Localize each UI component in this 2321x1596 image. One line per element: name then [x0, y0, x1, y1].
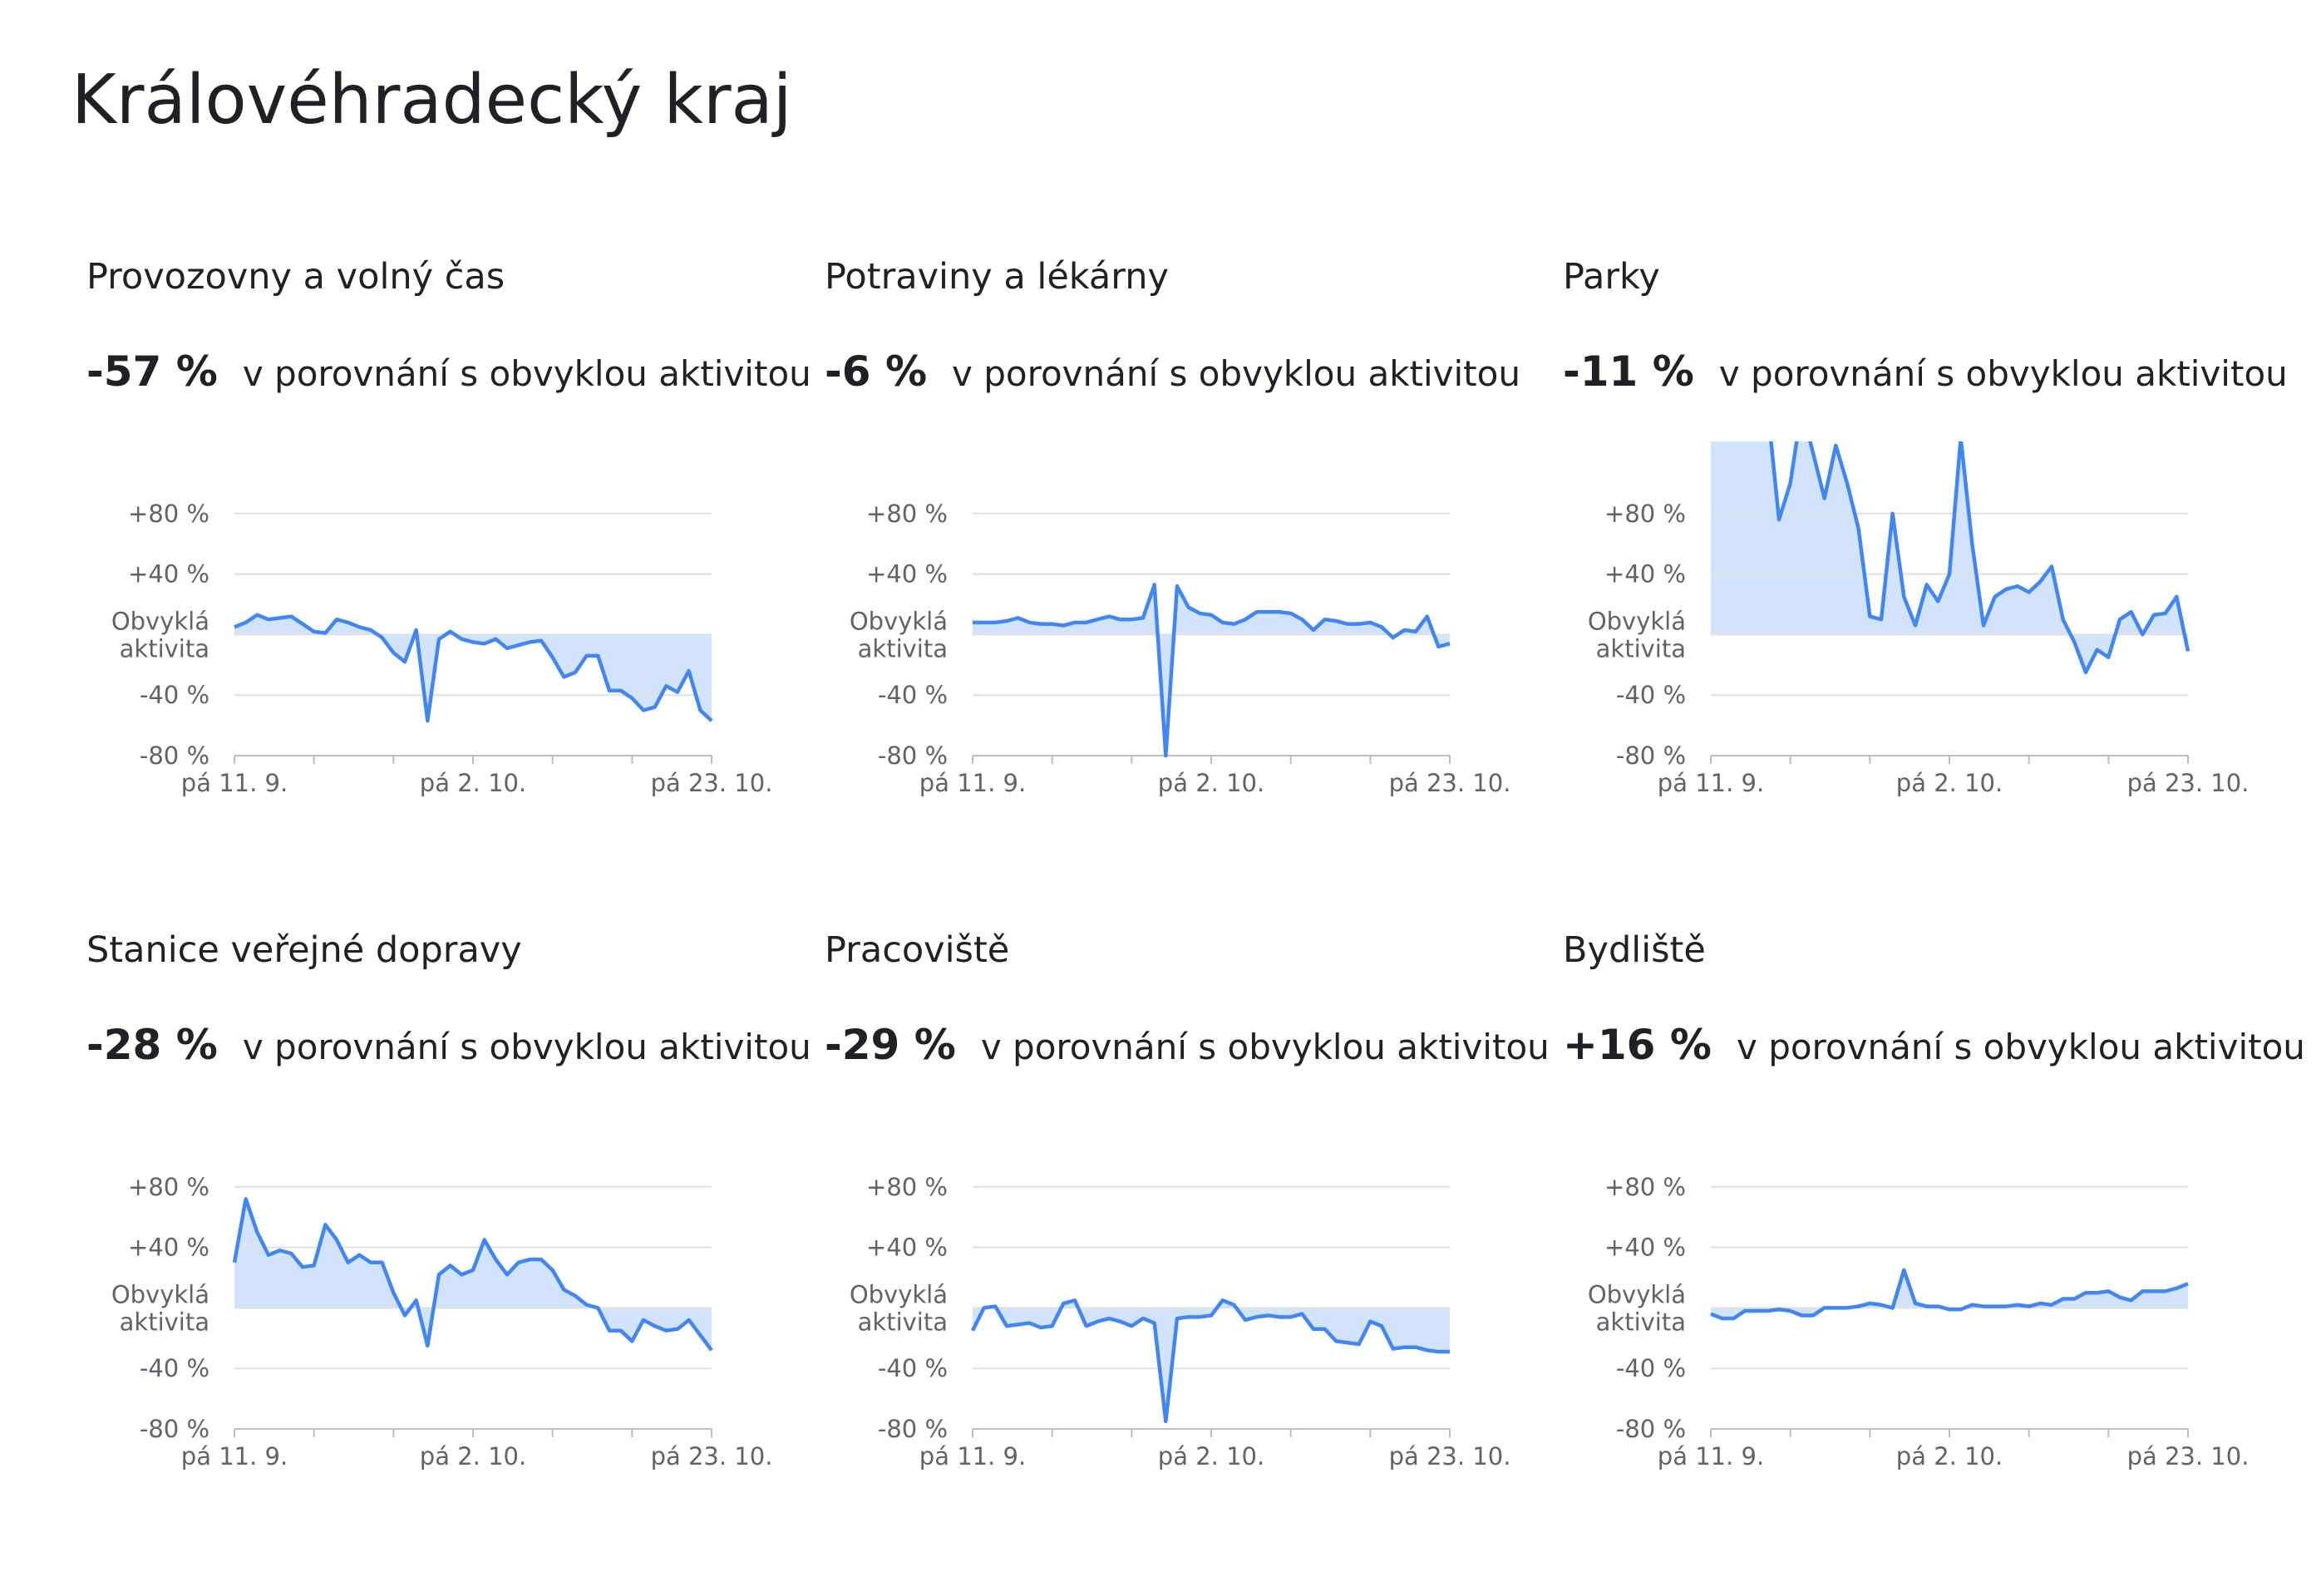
y-tick-label: +40 %	[1604, 560, 1686, 589]
x-tick-label: pá 2. 10.	[1896, 1442, 2003, 1470]
x-tick-label: pá 23. 10.	[1389, 769, 1511, 797]
y-tick-label-line: aktivita	[111, 1308, 209, 1336]
y-tick-label-line: aktivita	[1588, 634, 1686, 663]
area	[1711, 1269, 2188, 1319]
change-value: -57 %	[86, 347, 218, 396]
x-tick-label: pá 23. 10.	[651, 1442, 773, 1470]
line	[234, 613, 713, 723]
y-tick-label: -40 %	[878, 1354, 948, 1382]
y-tick-label: -80 %	[1616, 1415, 1686, 1443]
area	[973, 584, 1450, 756]
chart-title: Parky	[1563, 256, 1660, 298]
area	[234, 1199, 712, 1351]
subtitle: v porovnání s obvyklou aktivitou	[243, 1027, 811, 1067]
x-tick-label: pá 23. 10.	[2127, 769, 2250, 797]
y-tick-label: Obvyklá aktivita	[1588, 1280, 1686, 1336]
subtitle: v porovnání s obvyklou aktivitou	[1719, 353, 2288, 394]
y-tick-label: +40 %	[128, 560, 209, 589]
area	[234, 614, 712, 722]
change-value: -6 %	[825, 347, 927, 396]
y-tick-label: +80 %	[1604, 500, 1686, 528]
chart-title: Stanice veřejné dopravy	[86, 929, 522, 971]
y-tick-label: -40 %	[878, 681, 948, 709]
x-tick-label: pá 23. 10.	[651, 769, 773, 797]
y-tick-label: Obvyklá aktivita	[1588, 607, 1686, 663]
y-tick-label-line: aktivita	[850, 1308, 948, 1336]
chart-title: Pracoviště	[825, 929, 1009, 971]
y-tick-label: -80 %	[140, 1415, 209, 1443]
subtitle: v porovnání s obvyklou aktivitou	[1737, 1027, 2305, 1067]
y-tick-label: -40 %	[140, 681, 209, 709]
change-value: -29 %	[825, 1021, 956, 1069]
y-tick-label: -80 %	[878, 741, 948, 770]
subtitle: v porovnání s obvyklou aktivitou	[981, 1027, 1550, 1067]
x-tick-label: pá 11. 9.	[919, 769, 1026, 797]
y-tick-label-line: Obvyklá	[111, 607, 209, 635]
y-tick-label: -40 %	[1616, 1354, 1686, 1382]
x-tick-label: pá 23. 10.	[1389, 1442, 1511, 1470]
y-tick-label-line: aktivita	[850, 634, 948, 663]
y-tick-label: +80 %	[1604, 1173, 1686, 1201]
change-value: -28 %	[86, 1021, 218, 1069]
y-tick-label-line: aktivita	[111, 634, 209, 663]
y-tick-label: +40 %	[1604, 1234, 1686, 1262]
y-tick-label: +40 %	[128, 1234, 209, 1262]
x-tick-label: pá 11. 9.	[1658, 769, 1764, 797]
page-title: Královéhradecký kraj	[71, 61, 792, 140]
y-tick-label: -80 %	[878, 1415, 948, 1443]
y-tick-label-line: Obvyklá	[850, 1280, 948, 1308]
x-tick-label: pá 2. 10.	[1158, 1442, 1264, 1470]
change-value: -11 %	[1563, 347, 1694, 396]
x-tick-label: pá 2. 10.	[420, 1442, 526, 1470]
y-tick-label: Obvyklá aktivita	[111, 1280, 209, 1336]
y-tick-label: +80 %	[866, 1173, 948, 1201]
y-tick-label-line: Obvyklá	[850, 607, 948, 635]
line	[973, 583, 1451, 758]
y-tick-label: -80 %	[140, 741, 209, 770]
change-value: +16 %	[1563, 1021, 1712, 1069]
line	[970, 1298, 1450, 1424]
headline: -6 % v porovnání s obvyklou aktivitou	[825, 347, 1520, 396]
y-tick-label: +80 %	[128, 500, 209, 528]
y-tick-label: Obvyklá aktivita	[850, 607, 948, 663]
headline: +16 % v porovnání s obvyklou aktivitou	[1563, 1021, 2305, 1069]
area	[1711, 441, 2188, 672]
y-tick-label: +40 %	[866, 1234, 948, 1262]
x-tick-label: pá 2. 10.	[1158, 769, 1264, 797]
y-tick-label-line: Obvyklá	[1588, 1280, 1686, 1308]
y-tick-label-line: Obvyklá	[111, 1280, 209, 1308]
y-tick-label: +40 %	[866, 560, 948, 589]
y-tick-label-line: Obvyklá	[1588, 607, 1686, 635]
y-tick-label: Obvyklá aktivita	[850, 1280, 948, 1336]
x-tick-label: pá 2. 10.	[1896, 769, 2003, 797]
line	[1710, 1268, 2189, 1321]
y-tick-label: +80 %	[128, 1173, 209, 1201]
headline: -29 % v porovnání s obvyklou aktivitou	[825, 1021, 1550, 1069]
x-tick-label: pá 11. 9.	[1658, 1442, 1764, 1470]
y-tick-label: +80 %	[866, 500, 948, 528]
y-tick-label: -40 %	[140, 1354, 209, 1382]
x-tick-label: pá 23. 10.	[2127, 1442, 2250, 1470]
line	[232, 1197, 713, 1352]
headline: -11 % v porovnání s obvyklou aktivitou	[1563, 347, 2288, 396]
x-tick-label: pá 11. 9.	[919, 1442, 1026, 1470]
chart-title: Potraviny a lékárny	[825, 256, 1169, 298]
headline: -28 % v porovnání s obvyklou aktivitou	[86, 1021, 811, 1069]
subtitle: v porovnání s obvyklou aktivitou	[952, 353, 1520, 394]
y-tick-label-line: aktivita	[1588, 1308, 1686, 1336]
line	[1769, 441, 2190, 675]
area	[973, 1300, 1450, 1421]
x-tick-label: pá 11. 9.	[181, 1442, 288, 1470]
x-tick-label: pá 2. 10.	[420, 769, 526, 797]
y-tick-label: -80 %	[1616, 741, 1686, 770]
y-tick-label: -40 %	[1616, 681, 1686, 709]
subtitle: v porovnání s obvyklou aktivitou	[243, 353, 811, 394]
headline: -57 % v porovnání s obvyklou aktivitou	[86, 347, 811, 396]
x-tick-label: pá 11. 9.	[181, 769, 288, 797]
chart-title: Bydliště	[1563, 929, 1706, 971]
chart-title: Provozovny a volný čas	[86, 256, 505, 298]
y-tick-label: Obvyklá aktivita	[111, 607, 209, 663]
